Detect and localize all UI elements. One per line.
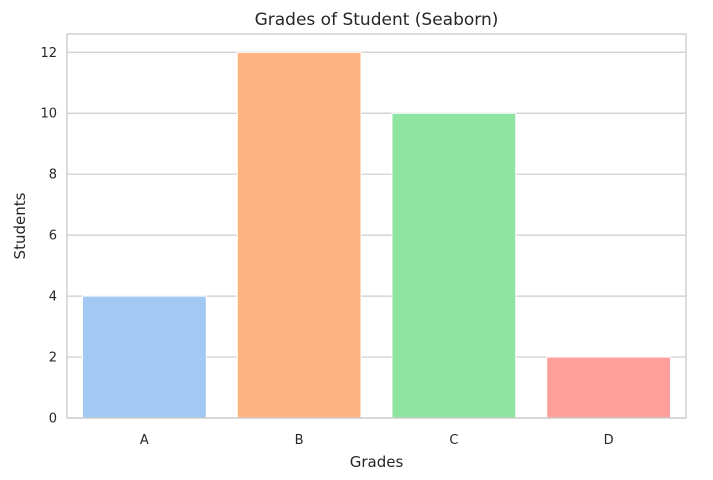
plot-frame [66,33,687,419]
bar-c [391,112,517,419]
bar-b [236,51,362,419]
x-tick-label: A [140,433,149,448]
y-tick-label: 6 [49,229,57,244]
x-axis-label: Grades [350,453,404,471]
y-tick-labels: 0 2 4 6 8 10 12 [40,46,57,427]
y-tick-label: 2 [49,351,57,366]
plot-border [66,33,687,419]
x-tick-label: B [295,433,304,448]
x-tick-label: D [604,433,614,448]
bar-d [546,356,672,419]
y-tick-label: 4 [49,290,57,305]
chart-title: Grades of Student (Seaborn) [255,10,499,30]
y-tick-label: 10 [40,107,57,122]
y-tick-label: 12 [40,46,57,61]
y-tick-label: 0 [49,412,57,427]
y-tick-label: 8 [49,168,57,183]
x-tick-label: C [449,433,458,448]
x-tick-labels: A B C D [140,433,614,448]
y-axis-label: Students [11,192,29,259]
bar-a [81,295,207,419]
